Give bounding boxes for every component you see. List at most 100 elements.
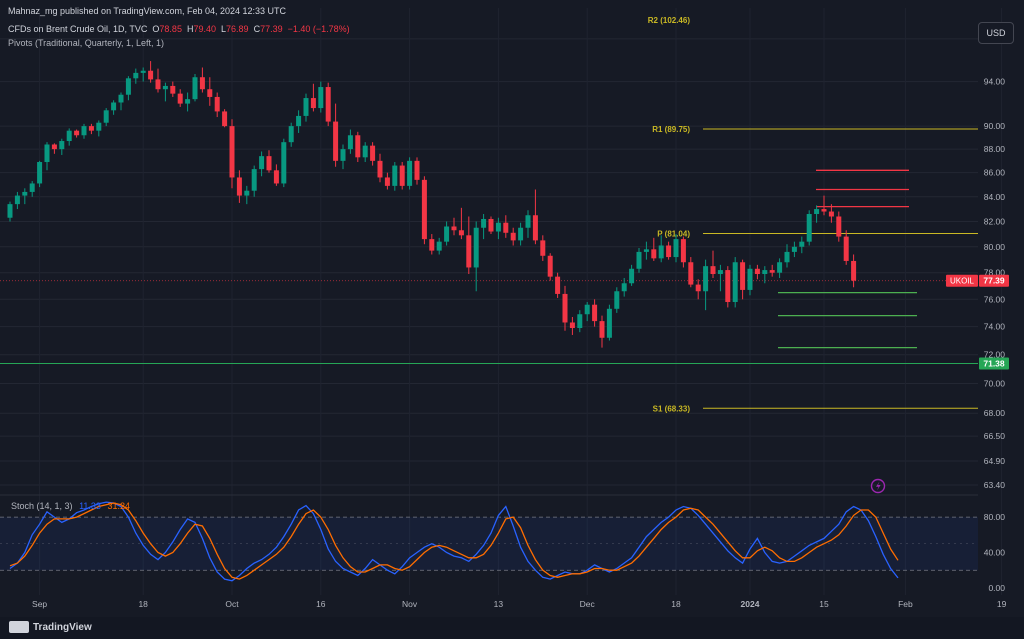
candle: [754, 264, 760, 280]
price-tick-label: 66.50: [984, 431, 1006, 441]
candle-body: [495, 222, 501, 232]
stoch-tick-label: 40.00: [984, 548, 1006, 558]
price-tick-label: 80.00: [984, 242, 1006, 252]
stoch-band-fill: [0, 517, 978, 571]
candle: [710, 250, 716, 278]
candle-body: [791, 246, 797, 252]
candle-body: [599, 321, 605, 338]
time-axis[interactable]: Sep 18 Oct 16 Nov 13 Dec 18 2024 15 Feb 19: [32, 599, 1007, 609]
candle: [74, 129, 80, 138]
candle-body: [273, 170, 279, 184]
candle: [414, 157, 420, 185]
candle: [762, 266, 768, 284]
candle-body: [606, 308, 612, 338]
lightning-icon[interactable]: [870, 478, 886, 494]
candle-body: [362, 145, 368, 158]
candle: [503, 215, 509, 238]
candle-body: [399, 165, 405, 186]
candle: [37, 160, 43, 188]
candle: [207, 77, 213, 106]
candle-body: [466, 235, 472, 268]
time-tick-label: 15: [819, 599, 829, 609]
tradingview-brand[interactable]: TradingView: [9, 621, 92, 633]
candle: [96, 120, 102, 137]
candle: [680, 236, 686, 268]
price-tick-label: 90.00: [984, 121, 1006, 131]
stoch-d-value: 31.24: [107, 501, 130, 511]
candle-body: [614, 291, 620, 309]
candle: [111, 100, 117, 115]
price-pane-bg: [0, 8, 978, 498]
candle-body: [569, 322, 575, 329]
candle-body: [525, 215, 531, 228]
time-tick-label: Feb: [898, 599, 913, 609]
candle: [340, 144, 346, 170]
time-tick-label: 2024: [741, 599, 760, 609]
candle-body: [703, 266, 709, 292]
candle-body: [259, 156, 265, 170]
candle-body: [177, 93, 183, 104]
candle-body: [22, 191, 28, 196]
candle: [362, 142, 368, 163]
candle-body: [310, 98, 316, 109]
candle: [185, 92, 191, 112]
candle: [510, 227, 516, 246]
candle: [7, 201, 13, 222]
price-tick-label: 64.90: [984, 456, 1006, 466]
candle-body: [377, 160, 383, 178]
candle-body: [414, 160, 420, 180]
candle: [66, 128, 72, 146]
candle-body: [244, 190, 250, 196]
candle-body: [784, 251, 790, 263]
open-value: 78.85: [159, 24, 182, 34]
candle-body: [695, 284, 701, 292]
candle: [569, 316, 575, 335]
candle: [473, 221, 479, 292]
candle: [355, 131, 361, 163]
candle-body: [828, 211, 834, 217]
candle-body: [732, 262, 738, 303]
candle: [214, 92, 220, 118]
candle-body: [643, 249, 649, 252]
candle-body: [458, 230, 464, 236]
candle-body: [103, 110, 109, 123]
candle: [325, 82, 331, 127]
currency-button[interactable]: USD: [978, 22, 1014, 44]
candle-body: [148, 70, 154, 80]
candle: [347, 129, 353, 154]
candle: [703, 259, 709, 311]
price-tick-label: 84.00: [984, 192, 1006, 202]
price-tick-label: 78.00: [984, 268, 1006, 278]
candle-body: [503, 222, 509, 233]
candle: [259, 151, 265, 177]
candle-body: [658, 245, 664, 259]
candle: [747, 264, 753, 296]
candle-body: [510, 232, 516, 241]
candle-body: [725, 270, 731, 303]
candle: [547, 253, 553, 281]
footer: TradingView: [0, 617, 1024, 639]
level-badge-text: 71.38: [983, 359, 1005, 369]
pivots-indicator-legend[interactable]: Pivots (Traditional, Quarterly, 1, Left,…: [8, 38, 165, 48]
candle: [836, 211, 842, 242]
candle: [229, 119, 235, 189]
candle-body: [29, 183, 35, 192]
chart-canvas[interactable]: R2 (102.46) R1 (89.75) P (81.04) S1 (68.33)…: [0, 0, 1024, 617]
candle: [843, 230, 849, 265]
candle-body: [14, 195, 20, 205]
candle-body: [355, 135, 361, 158]
level-badge: [979, 357, 1009, 370]
candle: [125, 76, 131, 101]
pivot-label: S1 (68.33): [653, 404, 691, 413]
price-axis[interactable]: 98.0094.0090.0088.0086.0084.0082.0080.00…: [946, 0, 1024, 617]
candle-body: [236, 177, 242, 196]
stoch-legend[interactable]: Stoch (14, 1, 3) 11.33 31.24: [11, 501, 130, 511]
candle-body: [37, 162, 43, 184]
candle-body: [747, 268, 753, 290]
candle: [244, 185, 250, 205]
time-tick-label: 13: [494, 599, 504, 609]
stoch-k-value: 11.33: [79, 501, 101, 511]
candle: [614, 287, 620, 313]
candle: [791, 241, 797, 258]
candle-body: [836, 216, 842, 237]
